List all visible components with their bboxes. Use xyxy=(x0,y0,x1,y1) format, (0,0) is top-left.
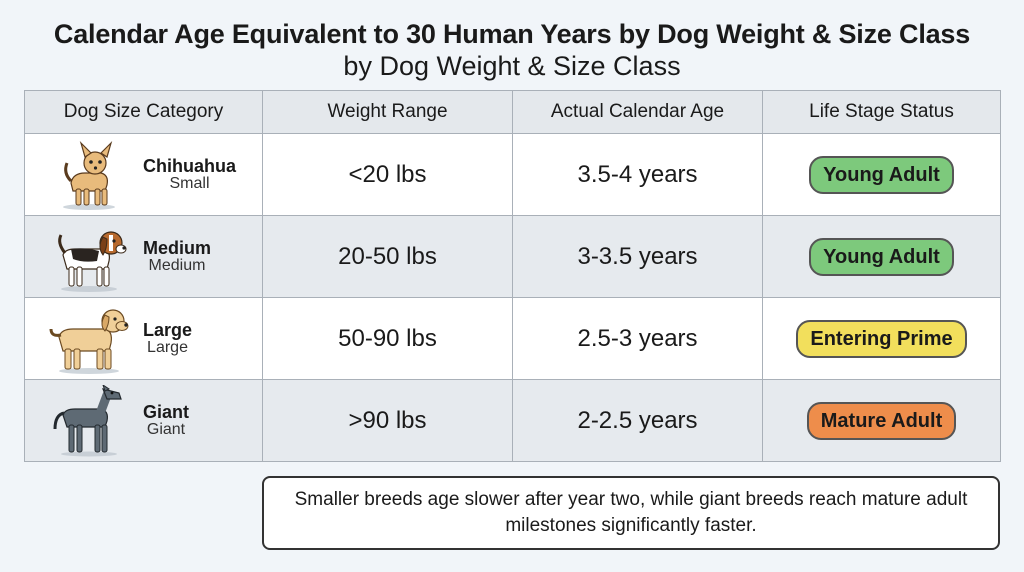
table-row: Medium Medium 20-50 lbs 3-3.5 years Youn… xyxy=(24,215,1001,298)
size-category-sub: Medium xyxy=(148,256,206,274)
header-weight-range: Weight Range xyxy=(262,90,513,134)
status-badge: Mature Adult xyxy=(806,401,957,440)
weight-range-cell: <20 lbs xyxy=(262,133,513,216)
size-category-sub: Large xyxy=(147,338,188,356)
page-subtitle: by Dog Weight & Size Class xyxy=(343,51,681,81)
size-category-sub: Giant xyxy=(146,420,186,438)
header-size-category: Dog Size Category xyxy=(24,90,263,134)
life-stage-cell: Young Adult xyxy=(762,133,1001,216)
calendar-age-cell: 2-2.5 years xyxy=(512,379,763,462)
life-stage-cell: Entering Prime xyxy=(762,297,1001,380)
header-life-stage: Life Stage Status xyxy=(762,90,1001,134)
page-title: Calendar Age Equivalent to 30 Human Year… xyxy=(53,19,971,49)
status-badge: Young Adult xyxy=(809,155,954,194)
calendar-age-cell: 3.5-4 years xyxy=(512,133,763,216)
beagle-icon xyxy=(49,221,131,293)
calendar-age-cell: 3-3.5 years xyxy=(512,215,763,298)
life-stage-cell: Mature Adult xyxy=(762,379,1001,462)
calendar-age-cell: 2.5-3 years xyxy=(512,297,763,380)
status-badge: Entering Prime xyxy=(796,319,967,358)
size-category-name: Large xyxy=(143,319,193,340)
table-row: Giant Giant >90 lbs 2-2.5 years Mature A… xyxy=(24,379,1001,462)
weight-range-cell: >90 lbs xyxy=(262,379,513,462)
size-category-cell: Giant Giant xyxy=(24,379,263,462)
size-category-sub: Small xyxy=(169,174,210,192)
size-category-name: Medium xyxy=(143,237,212,258)
header-calendar-age: Actual Calendar Age xyxy=(512,90,763,134)
status-badge: Young Adult xyxy=(809,237,954,276)
summary-note: Smaller breeds age slower after year two… xyxy=(262,476,1000,550)
size-table: Dog Size Category Weight Range Actual Ca… xyxy=(24,90,1001,462)
table-row: Large Large 50-90 lbs 2.5-3 years Enteri… xyxy=(24,297,1001,380)
size-category-cell: Large Large xyxy=(24,297,263,380)
table-header-row: Dog Size Category Weight Range Actual Ca… xyxy=(24,90,1001,134)
labrador-icon xyxy=(49,303,131,375)
size-category-name: Chihuahua xyxy=(143,155,236,176)
size-category-cell: Medium Medium xyxy=(24,215,263,298)
chihuahua-icon xyxy=(49,139,131,211)
life-stage-cell: Young Adult xyxy=(762,215,1001,298)
size-category-cell: Chihuahua Small xyxy=(24,133,263,216)
weight-range-cell: 50-90 lbs xyxy=(262,297,513,380)
weight-range-cell: 20-50 lbs xyxy=(262,215,513,298)
table-row: Chihuahua Small <20 lbs 3.5-4 years Youn… xyxy=(24,133,1001,216)
great-dane-icon xyxy=(49,384,131,457)
size-category-name: Giant xyxy=(143,401,190,422)
